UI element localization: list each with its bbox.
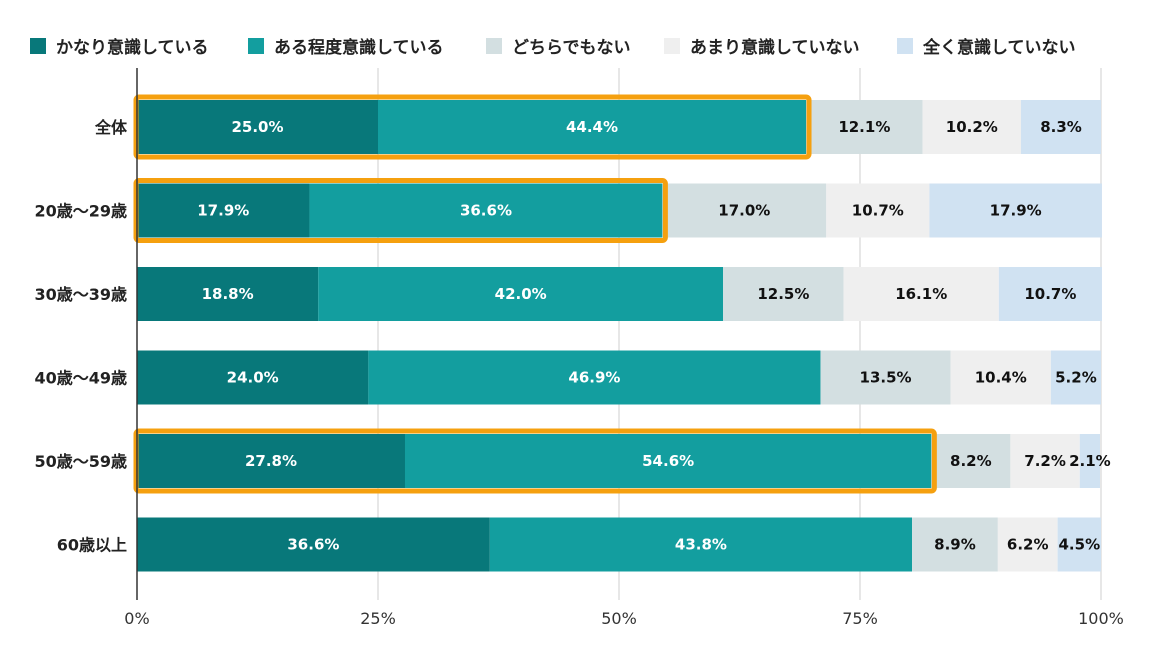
category-label: 全体	[94, 118, 128, 137]
bar-segment	[137, 100, 378, 154]
data-label: 5.2%	[1055, 369, 1097, 387]
bar-segment	[1010, 434, 1080, 488]
legend-swatch	[486, 37, 502, 54]
data-label: 16.1%	[895, 285, 947, 303]
bar-segment	[843, 267, 999, 321]
highlight-box	[133, 178, 668, 243]
data-label: 36.6%	[460, 202, 512, 220]
data-label: 13.5%	[860, 369, 912, 387]
bar-segment	[997, 517, 1058, 572]
bar-segment	[1057, 517, 1101, 572]
x-tick-label: 0%	[124, 609, 149, 628]
data-label: 10.7%	[852, 202, 904, 220]
highlight-box	[133, 94, 812, 160]
data-label: 54.6%	[642, 452, 694, 470]
legend-label: あまり意識していない	[690, 38, 860, 58]
x-tick-label: 75%	[842, 609, 878, 628]
bar-segment	[806, 100, 923, 154]
bar-segment	[378, 100, 807, 154]
data-label: 6.2%	[1007, 536, 1049, 554]
legend-swatch	[664, 37, 680, 54]
data-label: 17.0%	[718, 202, 770, 220]
bar-segment	[137, 350, 369, 405]
bar-segment	[137, 517, 490, 572]
bar-segment	[137, 183, 310, 238]
legend-label: かなり意識している	[56, 38, 209, 58]
legend-swatch	[897, 37, 913, 54]
legend-item: 全く意識していない	[897, 33, 1076, 58]
category-label: 50歳〜59歳	[34, 452, 127, 471]
bar-segment	[1050, 350, 1101, 405]
bar-segment	[820, 350, 951, 405]
bar-segment	[1020, 100, 1101, 154]
data-label: 24.0%	[227, 369, 279, 387]
data-label: 12.5%	[757, 285, 809, 303]
bars: 25.0% 44.4% 12.1% 10.2% 8.3% 17.9% 36.6% 17.0% 1…	[137, 100, 1111, 572]
data-label: 27.8%	[245, 452, 297, 470]
bar-segment	[922, 100, 1021, 154]
x-tick-label: 25%	[360, 609, 396, 628]
legend-label: どちらでもない	[512, 38, 631, 58]
data-label: 42.0%	[495, 285, 547, 303]
legend-label: 全く意識していない	[923, 38, 1076, 58]
data-label: 46.9%	[568, 369, 620, 387]
legend-item: あまり意識していない	[664, 33, 860, 58]
data-label: 7.2%	[1024, 452, 1066, 470]
bar-segment	[723, 267, 844, 321]
x-tick-label: 50%	[601, 609, 637, 628]
bar-segment	[929, 183, 1102, 238]
x-tick-label: 100%	[1078, 609, 1124, 628]
data-label: 17.9%	[990, 202, 1042, 220]
data-label: 8.3%	[1040, 118, 1082, 136]
bar-segment	[309, 183, 663, 238]
category-label: 30歳〜39歳	[34, 285, 127, 304]
data-label: 44.4%	[566, 118, 618, 136]
category-label: 20歳〜29歳	[34, 202, 127, 221]
legend-item: ある程度意識している	[248, 33, 444, 58]
legend-swatch	[30, 37, 46, 54]
category-label: 60歳以上	[57, 536, 127, 555]
data-label: 2.1%	[1069, 452, 1111, 470]
legend-item: かなり意識している	[30, 33, 209, 58]
data-label: 12.1%	[838, 118, 890, 136]
highlight-box	[133, 428, 937, 494]
data-label: 10.2%	[946, 118, 998, 136]
bar-segment	[137, 267, 319, 321]
data-label: 8.9%	[934, 536, 976, 554]
data-label: 10.4%	[975, 369, 1027, 387]
bar-segment	[998, 267, 1102, 321]
bar-segment	[318, 267, 724, 321]
data-label: 4.5%	[1059, 536, 1101, 554]
bar-segment	[950, 350, 1051, 405]
category-label: 40歳〜49歳	[34, 369, 127, 388]
data-label: 36.6%	[287, 536, 339, 554]
bar-segment	[404, 434, 932, 488]
bar-segment	[931, 434, 1011, 488]
data-label: 25.0%	[231, 118, 283, 136]
data-label: 18.8%	[202, 285, 254, 303]
bar-segment	[912, 517, 998, 572]
legend: かなり意識している ある程度意識している どちらでもない あまり意識していない 全く意識…	[0, 0, 1165, 60]
bar-segment	[826, 183, 930, 238]
bar-segment	[662, 183, 827, 238]
legend-swatch	[248, 37, 264, 54]
bar-segment	[368, 350, 821, 405]
legend-item: どちらでもない	[486, 33, 631, 58]
bar-segment	[489, 517, 913, 572]
bar-segment	[137, 434, 405, 488]
data-label: 10.7%	[1024, 285, 1076, 303]
data-label: 8.2%	[950, 452, 992, 470]
data-label: 43.8%	[675, 536, 727, 554]
data-label: 17.9%	[197, 202, 249, 220]
legend-label: ある程度意識している	[274, 38, 444, 58]
bar-segment	[1079, 434, 1101, 488]
